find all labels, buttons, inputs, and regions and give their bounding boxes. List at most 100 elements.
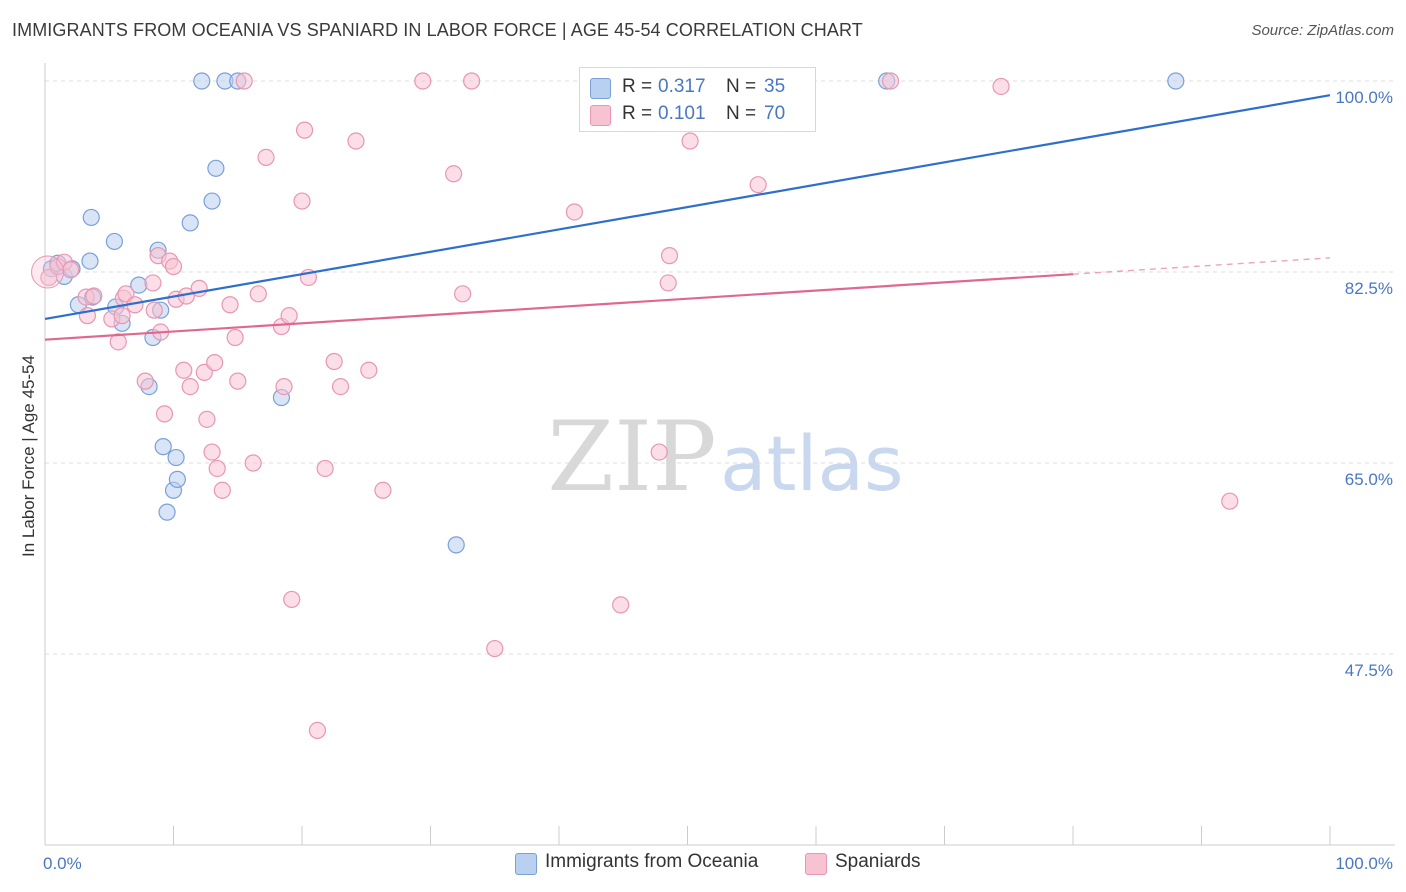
legend-r-value: 0.317: [658, 76, 706, 97]
data-point: [1221, 492, 1239, 510]
watermark: ZIP atlas: [547, 401, 903, 513]
trend-line-oceania: [44, 94, 1331, 321]
data-point: [81, 252, 99, 270]
data-point: [203, 443, 221, 461]
legend-r-label: R =: [622, 76, 653, 97]
data-point: [331, 378, 350, 396]
data-point: [226, 328, 244, 347]
bottom-legend-label: Immigrants from Oceania: [545, 851, 759, 872]
data-point: [659, 274, 677, 292]
source-label: Source: ZipAtlas.com: [1251, 22, 1394, 39]
data-point: [82, 208, 100, 227]
data-point: [660, 247, 679, 265]
data-point: [374, 481, 392, 499]
data-point: [316, 459, 334, 478]
data-point: [155, 405, 174, 423]
data-point: [280, 307, 298, 325]
data-point: [881, 72, 900, 90]
data-point: [207, 159, 225, 177]
data-point: [85, 287, 103, 305]
data-point: [275, 378, 293, 396]
data-point: [486, 639, 504, 658]
data-point: [145, 301, 163, 319]
data-point: [203, 192, 221, 210]
legend-r-value: 0.101: [658, 103, 706, 124]
y-tick-label: 82.5%: [1345, 279, 1393, 298]
data-point: [113, 307, 131, 325]
legend-row-spaniards: R = 0.101 N = 70: [580, 103, 815, 129]
data-point: [295, 121, 314, 139]
watermark-atlas: atlas: [720, 419, 904, 508]
gridlines: [45, 80, 1395, 655]
legend-n-value: 35: [764, 76, 786, 97]
data-point: [283, 590, 301, 609]
data-point: [565, 203, 584, 221]
data-point: [681, 132, 699, 150]
data-point-cluster: [31, 255, 65, 289]
trend-line-spaniards: [44, 273, 1074, 341]
y-axis-label: In Labor Force | Age 45-54: [19, 355, 38, 557]
data-point: [181, 214, 199, 232]
legend-n-label: N =: [726, 103, 757, 124]
bottom-legend-swatch-spaniards: [805, 853, 827, 875]
data-point: [749, 176, 767, 194]
y-tick-label: 47.5%: [1345, 661, 1393, 680]
legend-row-oceania: R = 0.317 N = 35: [580, 76, 815, 102]
data-point: [414, 72, 432, 90]
data-point: [213, 481, 231, 499]
data-point: [193, 72, 211, 90]
legend-n-label: N =: [726, 76, 757, 97]
bottom-legend-swatch-oceania: [515, 853, 537, 875]
data-point: [249, 285, 267, 303]
bottom-legend: Immigrants from Oceania Spaniards: [0, 851, 1406, 877]
data-point: [308, 721, 327, 740]
data-point: [992, 77, 1010, 96]
data-point: [175, 361, 193, 379]
data-point: [164, 257, 183, 276]
data-point: [221, 296, 239, 314]
legend: R = 0.317 N = 35 R = 0.101 N = 70: [579, 67, 816, 132]
x-tick-label: 0.0%: [43, 854, 82, 873]
data-point: [168, 470, 186, 488]
legend-swatch-spaniards: [590, 105, 611, 126]
y-tick-label: 100.0%: [1335, 88, 1393, 107]
data-point: [293, 192, 311, 210]
data-point: [360, 361, 378, 379]
data-point: [325, 352, 343, 371]
data-point: [447, 536, 465, 554]
data-point: [167, 448, 185, 467]
watermark-zip: ZIP: [547, 401, 716, 513]
data-point: [144, 274, 162, 292]
trend-line-spaniards-extension: [1072, 257, 1331, 275]
bottom-legend-label: Spaniards: [835, 851, 921, 872]
data-point: [208, 459, 226, 478]
data-point: [105, 232, 123, 251]
data-point: [347, 132, 365, 150]
data-point: [136, 372, 154, 390]
data-point: [445, 165, 463, 183]
trend-lines: [44, 94, 1331, 341]
data-point: [154, 438, 172, 456]
axes: [44, 63, 1395, 846]
data-point: [158, 503, 176, 521]
legend-swatch-oceania: [590, 78, 611, 99]
data-point: [257, 148, 275, 166]
data-point: [229, 372, 247, 390]
data-point: [612, 596, 630, 614]
legend-r-label: R =: [622, 103, 653, 124]
data-point: [235, 72, 253, 90]
data-point: [62, 261, 80, 279]
legend-n-value: 70: [764, 103, 786, 124]
data-point: [198, 410, 216, 428]
data-point: [1167, 72, 1185, 90]
data-point: [454, 285, 472, 303]
y-tick-label: 65.0%: [1345, 470, 1393, 489]
data-point: [206, 353, 224, 372]
data-point: [244, 454, 262, 472]
data-point: [109, 333, 127, 351]
chart-title: IMMIGRANTS FROM OCEANIA VS SPANIARD IN L…: [12, 20, 863, 40]
data-point: [181, 378, 199, 396]
data-point: [463, 72, 481, 90]
tick-labels: 100.0% 82.5% 65.0% 47.5% 0.0% 100.0%: [43, 88, 1393, 873]
